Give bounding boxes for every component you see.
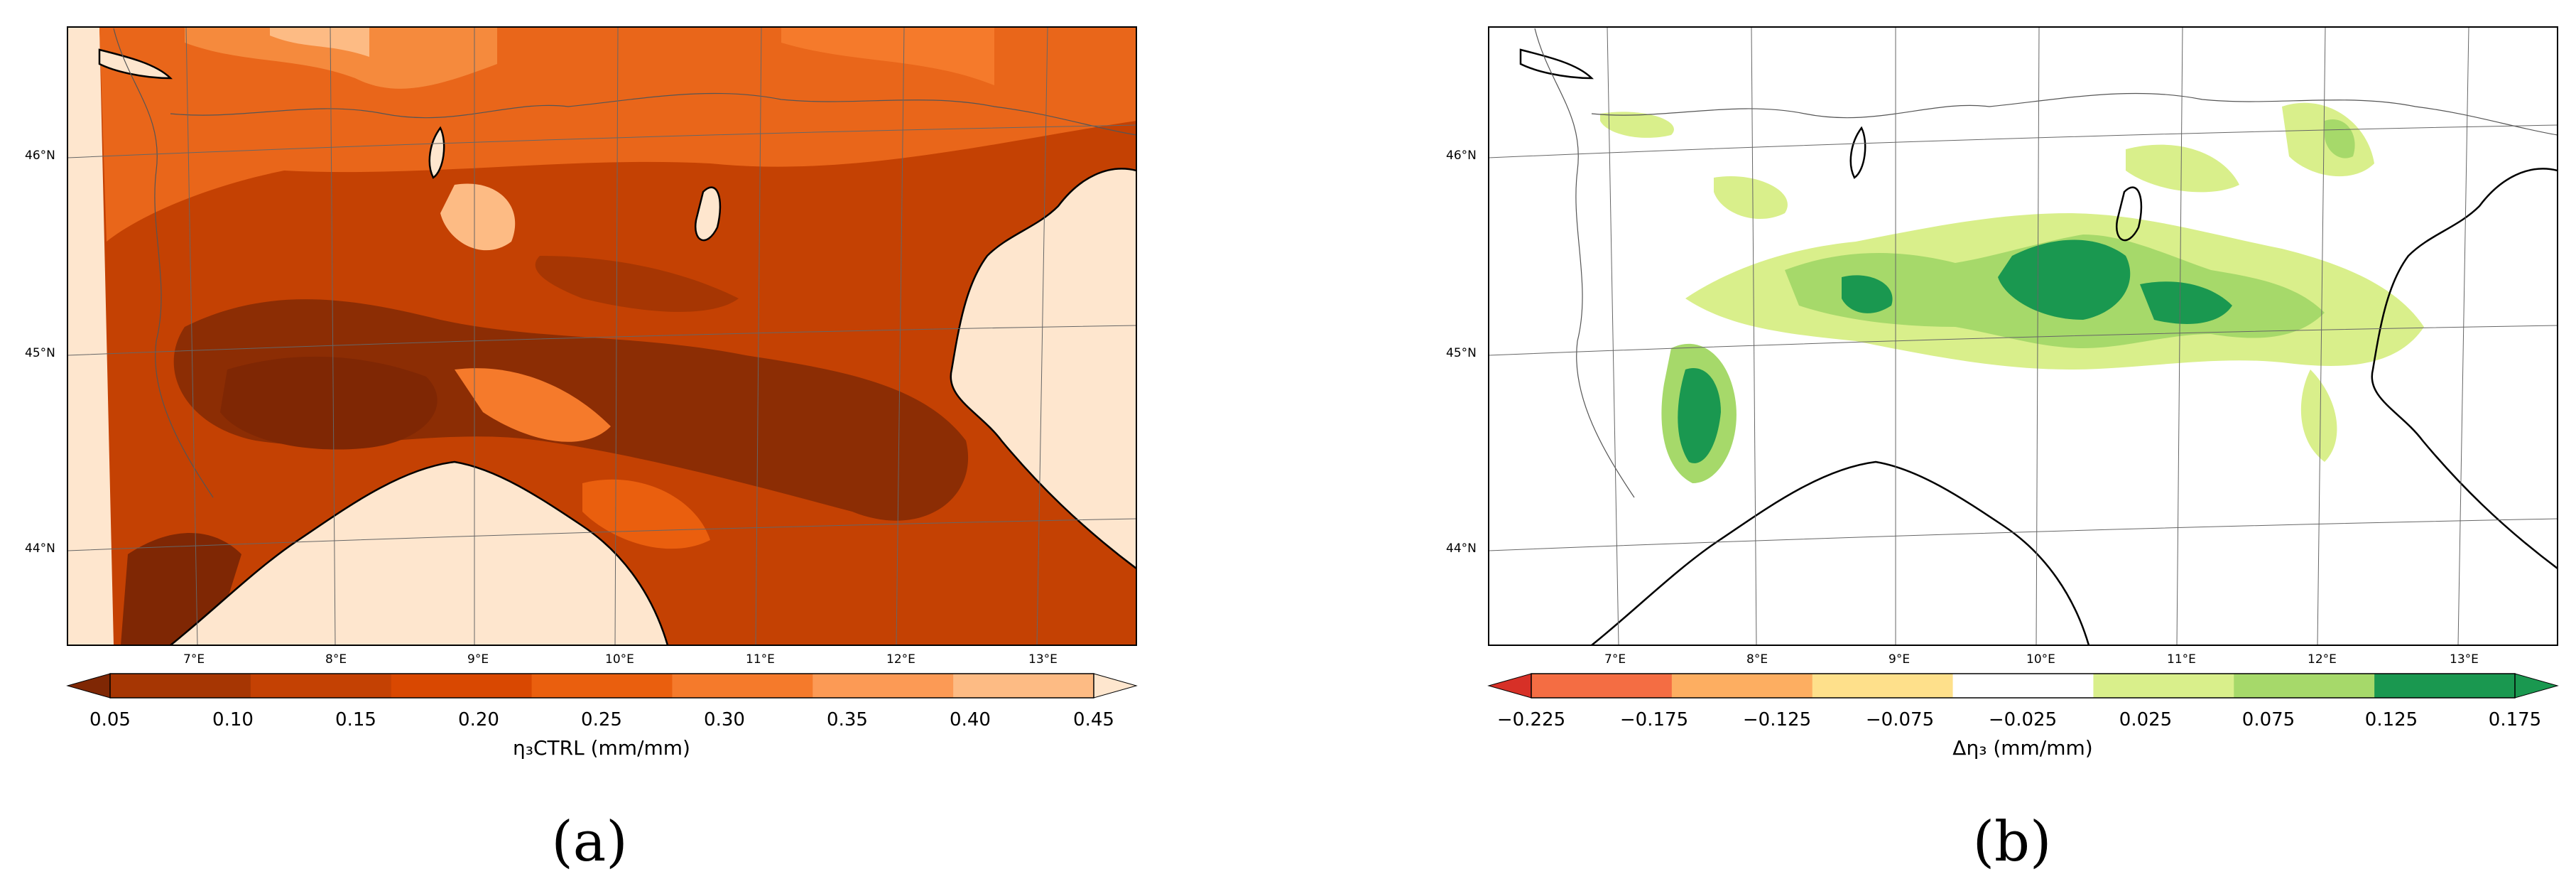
lon-label-12e: 12°E	[886, 652, 915, 667]
colorbar-b-tick-1: −0.175	[1619, 709, 1689, 731]
colorbar-a-extend-high	[1093, 673, 1138, 699]
apennine-patch	[455, 368, 611, 442]
delta-core-piedmont	[1678, 368, 1721, 463]
lat-label-46n-b: 46°N	[1446, 149, 1477, 163]
lon-label-7e: 7°E	[183, 652, 205, 667]
coastline-adriatic	[950, 168, 1136, 569]
alps-high-region	[185, 27, 497, 89]
lon-label-13e: 13°E	[1028, 652, 1058, 667]
colorbar-b-tick-0: −0.225	[1496, 709, 1566, 731]
a-colorbar-segment-2	[391, 674, 533, 698]
border-france-italy	[113, 28, 214, 498]
panel-b: 46°N 45°N 44°N 7°E 8°E 9°E 10°E 11°E 12°…	[1288, 0, 2575, 884]
lat-label-44n: 44°N	[25, 541, 55, 556]
lon-label-10e-b: 10°E	[2026, 652, 2055, 667]
delta-patch-ne-medium	[2325, 119, 2355, 158]
map-eta3-ctrl	[66, 26, 1138, 699]
map-a-frame	[67, 26, 1137, 646]
graticule-a	[67, 27, 1136, 645]
colorbar-a-tick-0: 0.05	[89, 709, 131, 731]
lon-label-11e-b: 11°E	[2167, 652, 2196, 667]
colorbar-b-title: Δη₃ (mm/mm)	[1952, 736, 2093, 760]
b-colorbar-segment-0	[1531, 674, 1673, 698]
lon-label-9e-b: 9°E	[1888, 652, 1911, 667]
delta-core-west	[1842, 275, 1893, 313]
po-valley-darkest	[220, 356, 438, 450]
b-colorbar-segment-6	[2374, 674, 2516, 698]
b-colorbar-segment-1	[1671, 674, 1813, 698]
colorbar-a-tick-3: 0.20	[458, 709, 499, 731]
lake-como	[429, 128, 445, 178]
coastline-adriatic-b	[2371, 168, 2558, 569]
a-colorbar-segment-4	[672, 674, 813, 698]
colorbar-a-tick-1: 0.10	[212, 709, 254, 731]
b-colorbar-segment-5	[2234, 674, 2375, 698]
colorbar-a-tick-4: 0.25	[581, 709, 622, 731]
colorbar-b-tick-4: −0.025	[1988, 709, 2058, 731]
central-dark	[535, 256, 739, 312]
lat-label-45n: 45°N	[25, 346, 55, 360]
alps-region	[99, 27, 1136, 242]
colorbar-a-tick-7: 0.40	[950, 709, 991, 731]
colorbar-a-tick-5: 0.30	[704, 709, 745, 731]
colorbar-a-tick-8: 0.45	[1073, 709, 1114, 731]
colorbar-b-extend-low	[1487, 673, 1532, 699]
adriatic-sea	[950, 168, 1136, 568]
lon-label-12e-b: 12°E	[2308, 652, 2337, 667]
lake-area-light	[440, 183, 516, 251]
lon-label-8e: 8°E	[325, 652, 347, 667]
lake-geneva	[99, 50, 170, 78]
b-colorbar-segment-4	[2093, 674, 2234, 698]
a-colorbar-segment-5	[813, 674, 954, 698]
map-b-frame	[1488, 26, 2558, 646]
lon-label-11e: 11°E	[746, 652, 775, 667]
colorbar-a-tick-2: 0.15	[335, 709, 376, 731]
lat-label-44n-b: 44°N	[1446, 541, 1477, 556]
colorbar-b-tick-6: 0.075	[2241, 709, 2295, 731]
domain-edge-area	[67, 27, 114, 645]
colorbar-b-extend-high	[2514, 673, 2559, 699]
lon-label-10e: 10°E	[605, 652, 634, 667]
delta-patch-alps-e	[2126, 144, 2239, 193]
lat-label-46n: 46°N	[25, 149, 55, 163]
a-colorbar-segment-0	[110, 674, 251, 698]
colorbar-b-tick-7: 0.125	[2364, 709, 2418, 731]
ligurian-sea	[170, 462, 668, 645]
colorbar-b-tick-8: 0.175	[2488, 709, 2542, 731]
colorbar-b-tick-5: 0.025	[2119, 709, 2173, 731]
delta-patch-alps-w	[1714, 176, 1788, 220]
colorbar-b-tick-3: −0.075	[1865, 709, 1935, 731]
lat-label-45n-b: 45°N	[1446, 346, 1477, 360]
border-alps	[170, 92, 1136, 136]
b-colorbar-segment-3	[1952, 674, 2094, 698]
panel-b-label: (b)	[1972, 810, 2052, 874]
delta-patch-adriatic	[2300, 370, 2337, 462]
colorbar-a-extend-low	[66, 673, 111, 699]
a-colorbar-segment-6	[953, 674, 1094, 698]
lon-label-7e-b: 7°E	[1604, 652, 1626, 667]
colorbar-b	[1487, 673, 2559, 699]
delta-patch-nw	[1600, 112, 1674, 138]
lon-label-13e-b: 13°E	[2450, 652, 2479, 667]
graticule-b	[1489, 27, 2558, 645]
delta-core-east	[2140, 281, 2232, 324]
lon-label-9e: 9°E	[467, 652, 489, 667]
colorbar-a-tick-6: 0.35	[827, 709, 868, 731]
lon-label-8e-b: 8°E	[1746, 652, 1768, 667]
colorbar-a	[66, 673, 1138, 699]
colorbar-a-title: η₃CTRL (mm/mm)	[513, 736, 690, 760]
b-colorbar-segment-2	[1812, 674, 1954, 698]
map-delta-eta3	[1487, 26, 2559, 699]
panel-a-label: (a)	[551, 810, 628, 874]
delta-core-lombardy	[1998, 239, 2131, 320]
alps-east-region	[781, 27, 994, 85]
a-colorbar-segment-1	[250, 674, 392, 698]
colorbar-b-body	[1531, 673, 2516, 699]
border-france-italy-b	[1534, 28, 1635, 498]
colorbar-b-tick-2: −0.125	[1742, 709, 1812, 731]
border-alps-b	[1591, 92, 2558, 136]
panel-a: 46°N 45°N 44°N 7°E 8°E 9°E 10°E 11°E 12°…	[25, 26, 1138, 874]
alps-peak-region	[270, 27, 369, 57]
a-colorbar-segment-3	[531, 674, 673, 698]
